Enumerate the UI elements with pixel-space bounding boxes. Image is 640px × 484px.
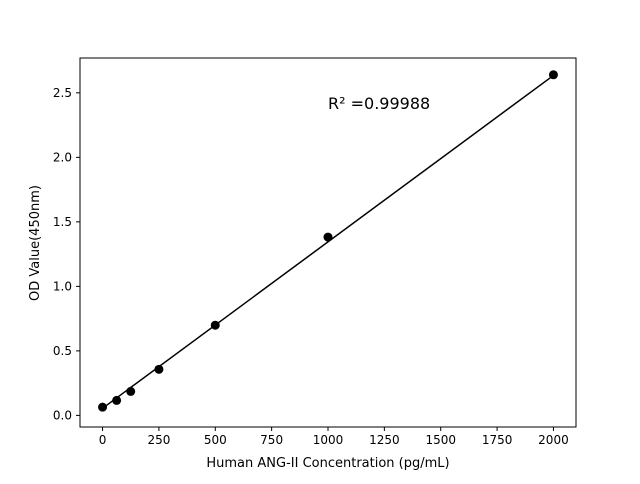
data-point — [126, 386, 136, 396]
y-tick-label: 1.5 — [53, 215, 72, 229]
x-tick-label: 1500 — [425, 433, 456, 447]
fit-line — [102, 74, 554, 409]
x-tick-label: 500 — [204, 433, 227, 447]
data-point — [154, 364, 164, 374]
x-axis-label: Human ANG-II Concentration (pg/mL) — [206, 456, 449, 471]
x-tick-label: 1000 — [313, 433, 344, 447]
r-squared-annotation: R² =0.99988 — [328, 94, 430, 113]
x-tick-label: 750 — [260, 433, 283, 447]
y-tick-label: 2.0 — [53, 150, 72, 164]
data-point — [112, 395, 122, 405]
x-tick-label: 1250 — [369, 433, 400, 447]
y-tick-label: 2.5 — [53, 86, 72, 100]
y-tick-label: 0.5 — [53, 344, 72, 358]
data-point — [323, 232, 333, 242]
x-tick-label: 1750 — [482, 433, 513, 447]
data-point — [548, 70, 558, 80]
y-tick-label: 0.0 — [53, 408, 72, 422]
y-tick-label: 1.0 — [53, 279, 72, 293]
x-tick-label: 2000 — [538, 433, 569, 447]
x-tick-label: 250 — [147, 433, 170, 447]
y-axis-label: OD Value(450nm) — [28, 185, 43, 301]
data-point — [210, 320, 220, 330]
x-tick-label: 0 — [99, 433, 107, 447]
data-point — [98, 402, 108, 412]
